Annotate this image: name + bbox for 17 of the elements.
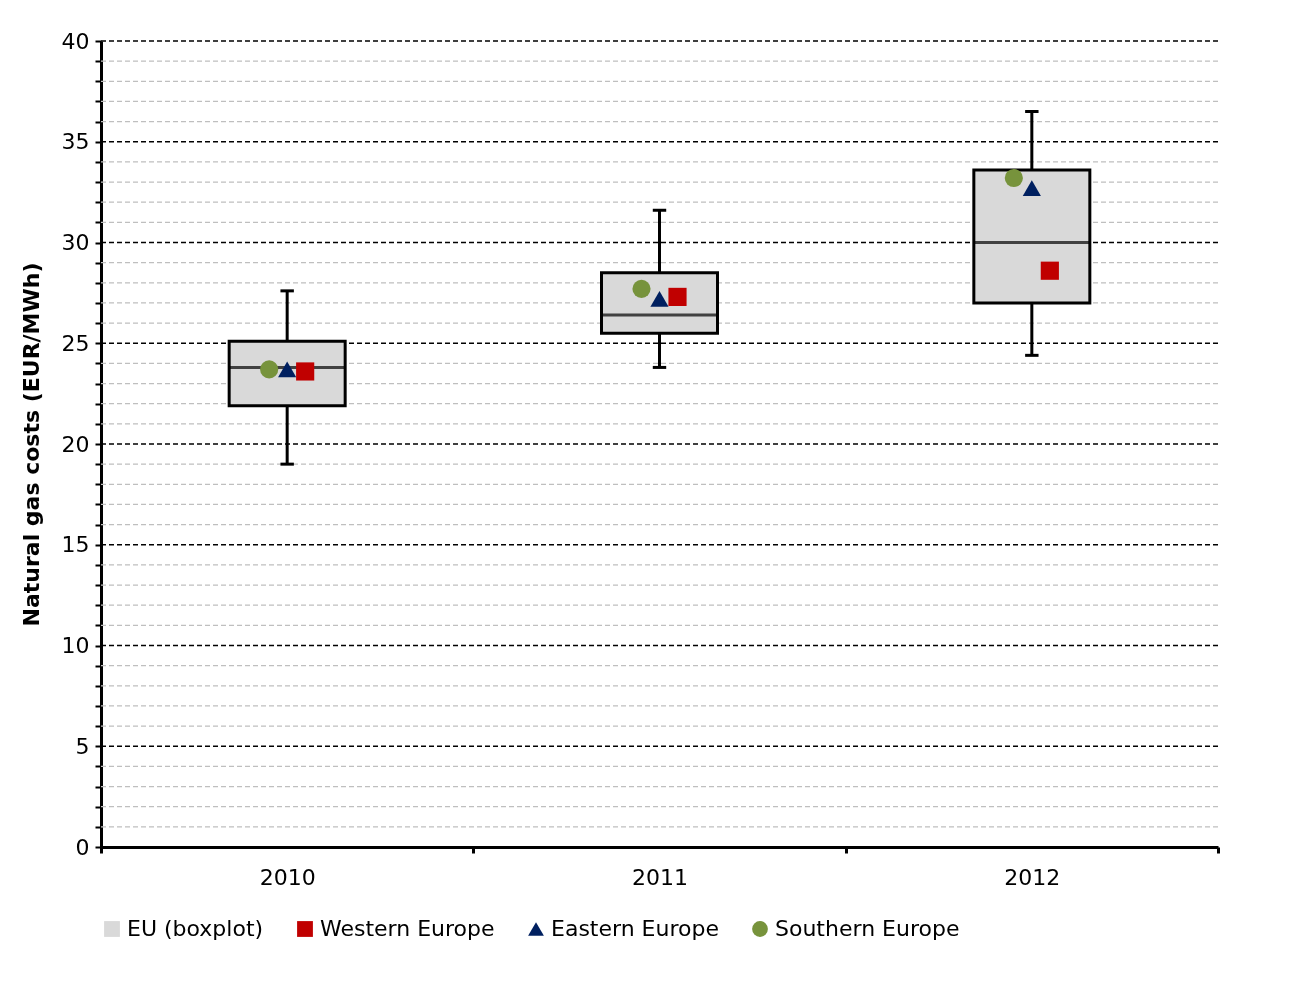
legend-label: Western Europe — [320, 916, 495, 941]
y-axis-title: Natural gas costs (EUR/MWh) — [18, 262, 44, 627]
legend-label: Southern Europe — [775, 916, 960, 941]
y-tick-label: 0 — [75, 834, 90, 860]
y-tick-label: 25 — [61, 330, 90, 356]
legend-label: EU (boxplot) — [127, 916, 264, 941]
y-tick-label: 20 — [61, 431, 90, 457]
y-tick-label: 30 — [61, 230, 90, 255]
legend-label: Eastern Europe — [551, 916, 719, 941]
y-tick-label: 15 — [61, 532, 90, 558]
x-tick-label: 2012 — [1004, 864, 1061, 890]
y-tick-label: 10 — [61, 633, 90, 658]
x-tick-label: 2010 — [259, 864, 316, 890]
y-tick-label: 5 — [75, 733, 90, 759]
y-tick-label: 35 — [61, 129, 90, 155]
y-tick-label: 40 — [61, 28, 90, 54]
x-tick-label: 2011 — [632, 864, 688, 890]
